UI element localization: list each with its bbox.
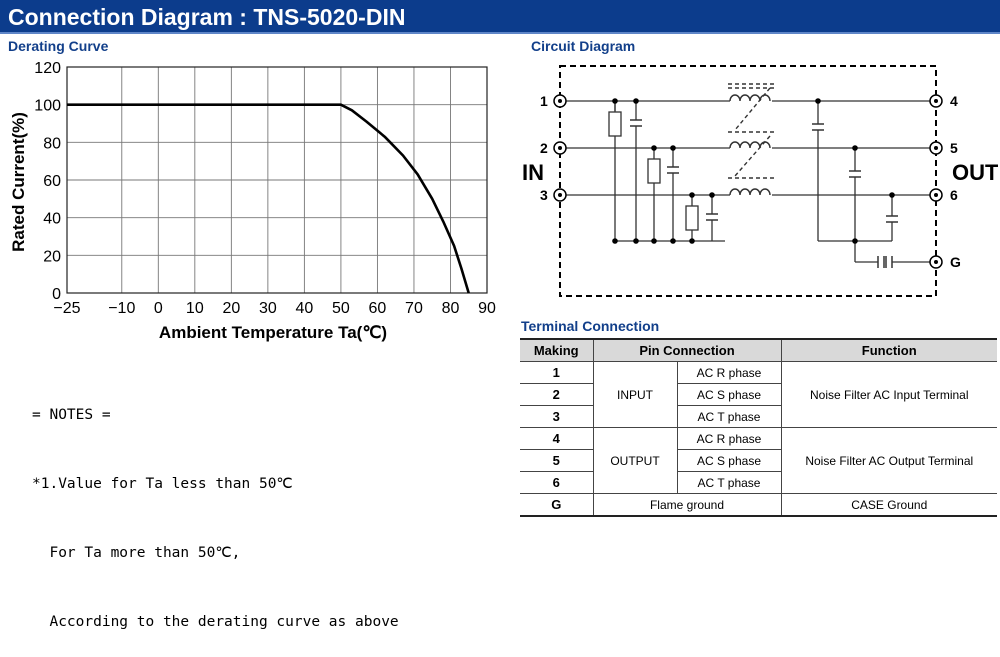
y-tick-label: 100: [34, 98, 61, 115]
input-function-cell: Noise Filter AC Input Terminal: [780, 361, 997, 428]
making-cell: 6: [520, 471, 594, 494]
x-tick-label: −10: [108, 300, 135, 317]
x-tick-label: 20: [222, 300, 240, 317]
x-tick-label: 90: [478, 300, 496, 317]
y-tick-label: 40: [43, 211, 61, 228]
table-row: G Flame ground CASE Ground: [520, 493, 997, 517]
x-tick-label: 50: [332, 300, 350, 317]
output-group-cell: OUTPUT: [592, 427, 678, 494]
chart-grid: [66, 66, 488, 294]
x-tick-label: −25: [53, 300, 80, 317]
making-cell: 2: [520, 383, 594, 406]
notes-heading: = NOTES =: [32, 407, 111, 423]
ground-function-cell: CASE Ground: [780, 493, 997, 517]
pin-label-3: 3: [540, 187, 548, 203]
x-tick-label: 40: [295, 300, 313, 317]
pin-label-g: G: [950, 254, 961, 270]
phase-cell: AC R phase: [676, 427, 782, 450]
table-header-row: Making Pin Connection Function: [520, 338, 997, 362]
table-row: 1 INPUT AC R phase Noise Filter AC Input…: [520, 361, 997, 428]
making-cell: 4: [520, 427, 594, 450]
y-tick-label: 120: [34, 60, 61, 77]
header-making: Making: [520, 338, 594, 362]
ground-pin-cell: Flame ground: [592, 493, 782, 517]
circuit-diagram-title: Circuit Diagram: [531, 38, 636, 54]
y-tick-label: 0: [52, 286, 61, 303]
making-cell: 5: [520, 449, 594, 472]
table-row: 5 AC S phase: [520, 449, 997, 472]
pin-label-4: 4: [950, 93, 958, 109]
choke-coils: [728, 83, 775, 196]
notes-block: = NOTES = *1.Value for Ta less than 50℃ …: [32, 358, 399, 657]
notes-line-1: *1.Value for Ta less than 50℃: [32, 476, 293, 492]
table-row: 2 AC S phase: [520, 383, 997, 406]
table-row: 4 OUTPUT AC R phase Noise Filter AC Outp…: [520, 427, 997, 494]
derating-curve-title: Derating Curve: [8, 38, 109, 54]
header-pin-connection: Pin Connection: [592, 338, 782, 362]
terminal-connection-title: Terminal Connection: [521, 318, 660, 334]
making-cell: 3: [520, 405, 594, 428]
input-group-cell: INPUT: [592, 361, 678, 428]
out-label: OUT: [952, 160, 998, 185]
phase-cell: AC R phase: [676, 361, 782, 384]
x-axis-ticks: −25 −10 0 10 20 30 40 50 60 70 80 90: [53, 300, 496, 317]
x-axis-label: Ambient Temperature Ta(℃): [159, 323, 387, 342]
filter-enclosure: [559, 65, 937, 297]
derating-chart: 0 20 40 60 80 100 120 −25 −10 0 10 20 30 40 50 60 70 80 9…: [9, 60, 496, 342]
phase-cell: AC S phase: [676, 449, 781, 472]
table-row: 6 AC T phase: [520, 471, 997, 494]
pin-label-2: 2: [540, 140, 548, 156]
x-tick-label: 70: [405, 300, 423, 317]
circuit-diagram: 1 2 3 4 5 6 G IN OUT: [522, 65, 998, 297]
header-function: Function: [780, 338, 997, 362]
making-cell: G: [520, 493, 594, 517]
x-tick-label: 0: [154, 300, 163, 317]
derating-series-line: [67, 103, 470, 294]
output-function-cell: Noise Filter AC Output Terminal: [780, 427, 997, 494]
table-row: 3 AC T phase: [520, 405, 997, 428]
pin-label-5: 5: [950, 140, 958, 156]
pin-label-1: 1: [540, 93, 548, 109]
y-tick-label: 80: [43, 135, 61, 152]
in-label: IN: [522, 160, 544, 185]
pin-label-6: 6: [950, 187, 958, 203]
making-cell: 1: [520, 361, 594, 384]
page-banner: Connection Diagram : TNS-5020-DIN: [0, 0, 1000, 34]
x-tick-label: 80: [442, 300, 460, 317]
plot-frame: [66, 66, 488, 294]
notes-line-3: According to the derating curve as above: [32, 614, 399, 630]
y-axis-label: Rated Current(%): [9, 112, 28, 252]
y-axis-ticks: 0 20 40 60 80 100 120: [34, 60, 61, 303]
notes-line-2: For Ta more than 50℃,: [32, 545, 241, 561]
phase-cell: AC T phase: [676, 471, 781, 494]
x-tick-label: 60: [369, 300, 387, 317]
y-tick-label: 20: [43, 248, 61, 265]
capacitors: [629, 119, 899, 268]
x-tick-label: 10: [186, 300, 204, 317]
x-tick-label: 30: [259, 300, 277, 317]
resistors: [608, 111, 699, 231]
phase-cell: AC T phase: [676, 405, 781, 428]
phase-cell: AC S phase: [676, 383, 781, 406]
terminal-connection-table: Making Pin Connection Function 1 INPUT A…: [520, 338, 997, 517]
y-tick-label: 60: [43, 173, 61, 190]
junction-dots: [612, 98, 895, 244]
